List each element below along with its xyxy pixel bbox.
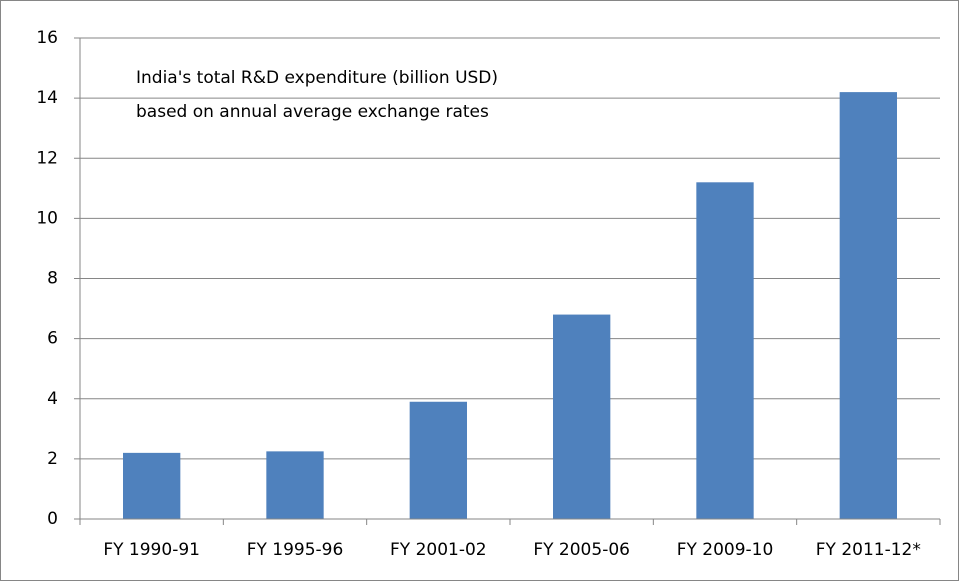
y-tick-label: 4 xyxy=(47,389,58,409)
bar xyxy=(409,401,467,519)
annotation: India's total R&D expenditure (billion U… xyxy=(136,68,498,88)
x-tick-label: FY 1995-96 xyxy=(247,540,344,560)
x-tick-label: FY 2001-02 xyxy=(390,540,487,560)
y-tick-label: 2 xyxy=(47,449,58,469)
x-tick-label: FY 2009-10 xyxy=(677,540,774,560)
x-tick-label: FY 2011-12* xyxy=(816,540,921,560)
y-tick-label: 12 xyxy=(36,148,58,168)
x-tick-label: FY 1990-91 xyxy=(103,540,200,560)
bar xyxy=(553,314,611,519)
bar xyxy=(266,451,324,519)
y-tick-label: 16 xyxy=(36,28,58,48)
y-tick-label: 8 xyxy=(47,269,58,289)
annotation: based on annual average exchange rates xyxy=(136,102,489,122)
y-tick-label: 14 xyxy=(36,88,58,108)
x-tick-label: FY 2005-06 xyxy=(533,540,630,560)
bar xyxy=(123,452,181,519)
y-tick-label: 0 xyxy=(47,509,58,529)
bar xyxy=(696,182,754,520)
y-tick-label: 10 xyxy=(36,208,58,228)
bar xyxy=(839,92,897,520)
y-tick-label: 6 xyxy=(47,329,58,349)
